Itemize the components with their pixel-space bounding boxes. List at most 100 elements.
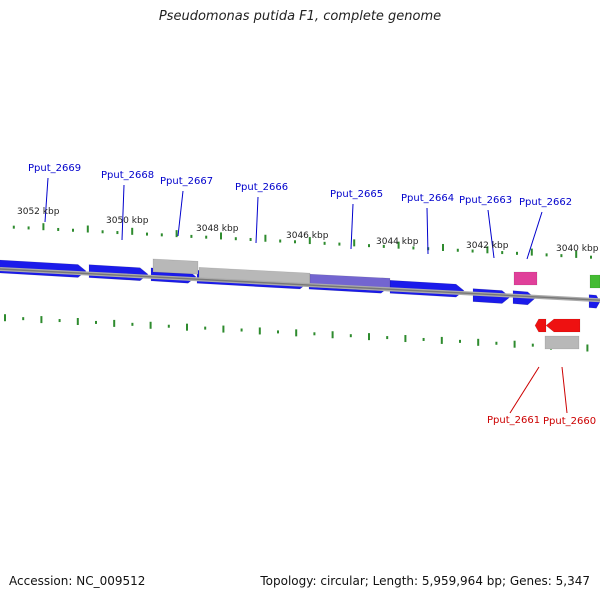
tick-mark [382, 244, 385, 248]
tick-mark [486, 246, 489, 254]
gene-label: Pput_2665 [330, 189, 383, 200]
scale-label: 3044 kbp [376, 237, 419, 247]
tick-mark [58, 319, 61, 323]
tick-mark [4, 314, 6, 322]
gene-callouts: Pput_2669 Pput_2668 Pput_2667 Pput_2666 Pput… [28, 163, 596, 427]
scale-label: 3052 kbp [17, 207, 60, 217]
tick-mark [368, 244, 370, 248]
tick-mark [113, 319, 116, 327]
tick-mark [456, 248, 459, 252]
tick-mark [131, 322, 134, 326]
scale-label: 3042 kbp [466, 241, 509, 251]
tick-mark [338, 242, 341, 246]
tick-mark [86, 225, 89, 233]
tick-mark [313, 332, 316, 336]
callout-line [177, 190, 184, 237]
gene-feature [152, 258, 199, 275]
gene-label: Pput_2662 [519, 197, 572, 208]
scale-labels: 3052 kbp 3050 kbp 3048 kbp 3046 kbp 3044 kbp… [17, 207, 599, 254]
callout-line [350, 203, 354, 250]
tick-mark [477, 338, 480, 346]
tick-mark [131, 227, 134, 235]
tick-mark [222, 325, 225, 333]
tick-mark [404, 335, 407, 343]
gene-label: Pput_2669 [28, 163, 81, 174]
tick-mark [249, 237, 252, 241]
callout-line [526, 211, 543, 260]
tick-mark [590, 255, 592, 259]
callout-line [561, 366, 568, 414]
tick-mark [349, 334, 352, 338]
tick-mark [323, 241, 326, 245]
callout-line [487, 209, 495, 259]
gene-feature [545, 318, 581, 333]
tick-mark [440, 336, 443, 344]
tick-mark [167, 324, 170, 328]
scale-label: 3048 kbp [196, 224, 239, 234]
tick-mark [175, 230, 178, 238]
tick-mark [186, 323, 188, 331]
tick-mark [258, 327, 261, 335]
genome-summary: Topology: circular; Length: 5,959,964 bp… [260, 574, 590, 588]
tick-mark [386, 336, 389, 340]
tick-mark [40, 316, 43, 324]
gene-feature [513, 271, 538, 286]
scale-label: 3046 kbp [286, 231, 329, 241]
callout-line [44, 177, 49, 223]
tick-mark [331, 331, 334, 339]
callout-line [255, 196, 259, 244]
tick-mark [204, 326, 207, 330]
tick-mark [76, 317, 79, 325]
tick-mark [116, 231, 119, 235]
gene-label: Pput_2661 [487, 415, 540, 426]
tick-mark [95, 320, 97, 324]
map-title: Pseudomonas putida F1, complete genome [158, 9, 442, 24]
gene-feature [544, 335, 580, 350]
tick-mark [27, 226, 30, 230]
tick-mark [586, 344, 589, 352]
tick-mark [516, 251, 518, 255]
gene-label: Pput_2666 [235, 182, 288, 193]
tick-mark [353, 239, 356, 247]
inner-tick-marks [4, 314, 589, 352]
callout-line [426, 207, 429, 255]
tick-mark [205, 235, 208, 239]
tick-mark [422, 337, 425, 341]
tick-mark [101, 230, 104, 234]
scale-label: 3050 kbp [106, 216, 149, 226]
tick-mark [240, 328, 243, 332]
tick-mark [146, 232, 148, 236]
tick-mark [397, 241, 400, 249]
callout-line [121, 184, 125, 241]
tick-mark [279, 239, 282, 243]
backbone-line-core [0, 268, 600, 301]
scale-label: 3040 kbp [556, 244, 599, 254]
tick-mark [495, 341, 498, 345]
tick-mark [530, 248, 533, 256]
gene-label: Pput_2660 [543, 416, 596, 427]
tick-mark [22, 317, 25, 321]
tick-mark [220, 232, 222, 240]
gene-label: Pput_2664 [401, 193, 454, 204]
gene-feature [589, 274, 600, 289]
tick-mark [234, 237, 237, 241]
gene-label: Pput_2663 [459, 195, 512, 206]
tick-mark [459, 339, 461, 343]
tick-mark [501, 251, 504, 255]
accession-label: Accession: NC_009512 [9, 574, 146, 588]
tick-mark [368, 333, 370, 341]
tick-mark [513, 340, 516, 348]
tick-mark [264, 234, 267, 242]
tick-mark [531, 343, 534, 347]
gene-label: Pput_2668 [101, 170, 154, 181]
tick-mark [72, 228, 74, 232]
tick-mark [190, 234, 193, 238]
gene-feature [534, 318, 547, 333]
tick-mark [295, 329, 298, 337]
tick-mark [575, 250, 578, 258]
tick-mark [471, 249, 474, 253]
tick-mark [560, 254, 563, 258]
tick-mark [149, 321, 152, 329]
tick-mark [412, 246, 415, 250]
